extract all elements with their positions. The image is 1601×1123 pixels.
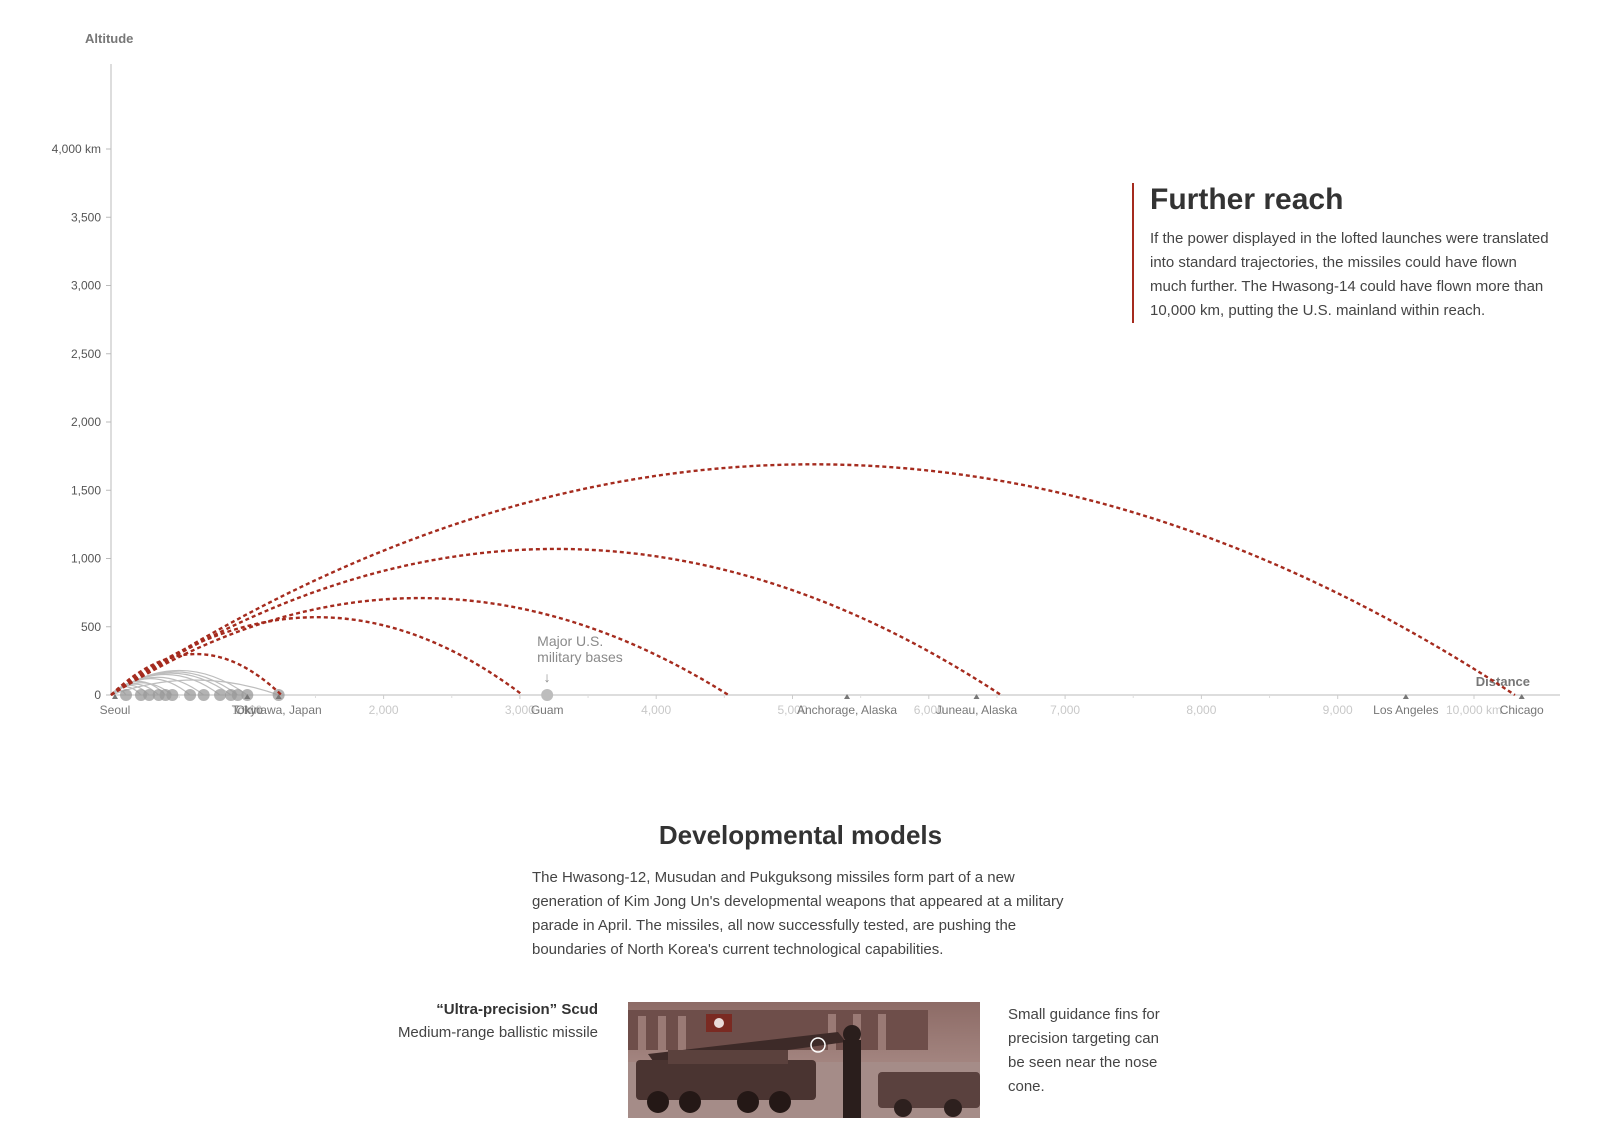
- scud-name: “Ultra-precision” Scud: [436, 1001, 598, 1018]
- scud-note: Small guidance fins for precision target…: [1008, 1006, 1160, 1095]
- further-reach-panel: Further reach If the power displayed in …: [1132, 183, 1550, 323]
- y-tick-label: 2,500: [71, 347, 101, 361]
- developmental-models-title: Developmental models: [658, 820, 943, 850]
- y-ticks: 0 500 1,000 1,500 2,000 2,500 3,000 3,500 4,000 …: [52, 142, 111, 702]
- y-tick-label: 0: [94, 688, 101, 702]
- standard-trajectory-arc: [110, 463, 1516, 697]
- past-launch-arc: [110, 679, 279, 696]
- further-reach-title: Further reach: [1150, 183, 1344, 216]
- location-marker: [244, 694, 251, 699]
- location-label: Juneau, Alaska: [936, 703, 1018, 717]
- past-launch-arc: [110, 669, 248, 696]
- x-tick-label: 10,000 km: [1446, 703, 1502, 717]
- standard-trajectory-arcs: [110, 463, 1516, 697]
- x-tick-label: 5,000: [777, 703, 807, 717]
- y-tick-label: 4,000 km: [52, 142, 101, 156]
- standard-trajectory-arc: [110, 547, 1002, 697]
- x-tick-label: 8,000: [1186, 703, 1216, 717]
- location-label: Seoul: [100, 703, 131, 717]
- y-tick-label: 2,000: [71, 415, 101, 429]
- scud-caption: “Ultra-precision” Scud Medium-range ball…: [380, 998, 598, 1044]
- location-label: Chicago: [1500, 703, 1544, 717]
- y-tick-label: 1,000: [71, 552, 101, 566]
- guam-base-dot: [541, 689, 554, 701]
- location-marker: [1402, 694, 1409, 699]
- location-label: Los Angeles: [1373, 703, 1438, 717]
- developmental-models-body: The Hwasong-12, Musudan and Pukguksong m…: [532, 869, 1064, 958]
- location-label: Anchorage, Alaska: [797, 703, 897, 717]
- x-tick-label: 4,000: [641, 703, 671, 717]
- location-label: Guam: [531, 703, 564, 717]
- x-tick-label: 1,000: [232, 703, 262, 717]
- location-marker: [844, 694, 851, 699]
- annotation-line: Major U.S.: [537, 633, 603, 649]
- location-marker: [275, 694, 282, 699]
- past-launch-arcs: [110, 669, 279, 696]
- y-tick-label: 3,000: [71, 279, 101, 293]
- scud-type: Medium-range ballistic missile: [397, 1024, 598, 1041]
- x-ticks: 1,000 2,000 3,000 4,000 5,000 6,000 7,000 8,000…: [178, 695, 1502, 717]
- annotation-line: military bases: [537, 649, 623, 665]
- military-bases-annotation: Major U.S.military bases ↓: [537, 633, 623, 701]
- annotation-arrow: ↓: [544, 669, 551, 685]
- x-tick-label: 9,000: [1323, 703, 1353, 717]
- x-tick-label: 7,000: [1050, 703, 1080, 717]
- impact-dots: [119, 689, 285, 701]
- y-tick-label: 500: [81, 620, 101, 634]
- missile-trajectory-chart: Altitude Distance 1,000 2,000 3,000 4,000 5,…: [52, 31, 1560, 717]
- scud-parade-photo: [628, 1002, 980, 1118]
- location-label: Tokyo: [232, 703, 264, 717]
- standard-trajectory-arc: [110, 597, 730, 697]
- impact-dot: [197, 689, 210, 701]
- impact-dot: [214, 689, 227, 701]
- further-reach-body: If the power displayed in the lofted lau…: [1150, 230, 1549, 319]
- impact-dot: [231, 689, 244, 701]
- impact-dot: [166, 689, 179, 701]
- impact-dot: [143, 689, 156, 701]
- y-tick-label: 1,500: [71, 483, 101, 497]
- location-marker: [973, 694, 980, 699]
- x-tick-label: 2,000: [369, 703, 399, 717]
- location-marker: [112, 694, 118, 699]
- y-tick-label: 3,500: [71, 210, 101, 224]
- impact-dot: [184, 689, 197, 701]
- x-axis-title: Distance: [1476, 674, 1530, 689]
- location-label: Okinawa, Japan: [236, 703, 322, 717]
- impact-dot: [119, 689, 132, 701]
- x-tick-label: 6,000: [914, 703, 944, 717]
- x-tick-label: 3,000: [505, 703, 535, 717]
- location-marker: [1518, 694, 1525, 699]
- y-axis-title: Altitude: [85, 31, 133, 46]
